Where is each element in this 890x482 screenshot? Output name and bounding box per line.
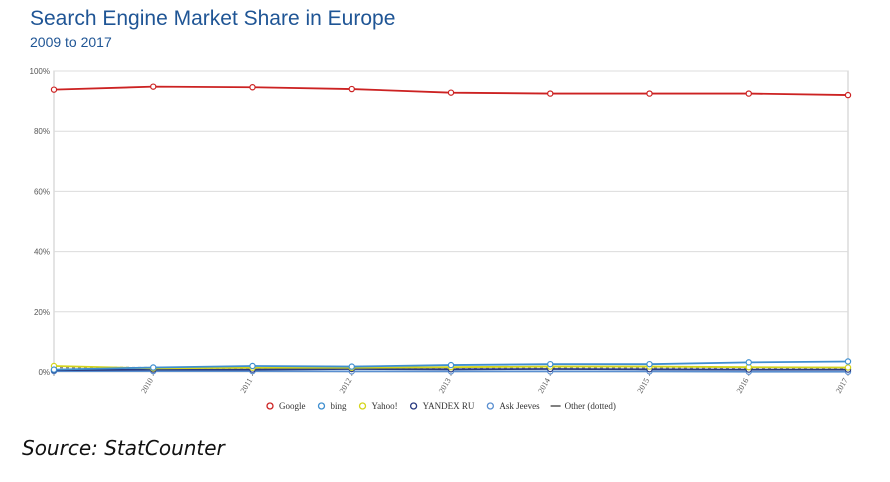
y-tick-label: 40% — [34, 248, 50, 257]
y-tick-label: 0% — [38, 368, 50, 377]
data-point-bing — [348, 363, 355, 370]
data-point-google — [348, 85, 355, 93]
y-tick-label: 20% — [34, 308, 50, 317]
x-tick-label: 2012 — [338, 377, 354, 395]
data-point-bing — [50, 366, 58, 373]
legend-marker-bing — [317, 402, 326, 410]
x-tick-label: 2010 — [139, 377, 155, 395]
data-point-bing — [646, 360, 653, 368]
legend-marker-yandex-ru — [409, 402, 418, 410]
legend-label-bing: bing — [331, 401, 348, 411]
data-point-yahoo — [844, 364, 852, 371]
data-point-bing — [150, 364, 157, 371]
data-point-bing — [844, 358, 852, 365]
legend-label-google: Google — [279, 401, 306, 411]
y-tick-label: 100% — [30, 67, 50, 76]
x-tick-label: 2011 — [239, 377, 255, 395]
legend-label-other-dotted: Other (dotted) — [565, 401, 616, 411]
chart-subtitle: 2009 to 2017 — [30, 34, 112, 50]
legend-marker-ask-jeeves — [486, 402, 495, 410]
data-point-google — [844, 91, 852, 99]
x-tick-label: 2013 — [437, 377, 453, 395]
x-tick-label: 2014 — [536, 377, 552, 395]
legend-label-ask-jeeves: Ask Jeeves — [499, 401, 540, 411]
source-note: Source: StatCounter — [22, 436, 225, 460]
legend-marker-google — [266, 402, 274, 410]
x-tick-label: 2017 — [834, 377, 850, 395]
data-point-google — [745, 90, 752, 97]
data-point-google — [447, 89, 455, 96]
legend-marker-yahoo — [358, 402, 367, 410]
data-point-bing — [447, 361, 455, 369]
data-point-bing — [547, 360, 554, 368]
plot-area — [53, 70, 849, 373]
data-point-google — [249, 84, 256, 91]
data-point-bing — [745, 359, 752, 366]
y-tick-label: 60% — [34, 187, 50, 196]
data-point-google — [150, 83, 157, 90]
x-tick-label: 2016 — [735, 377, 751, 395]
chart-title: Search Engine Market Share in Europe — [30, 7, 396, 30]
data-point-google — [646, 90, 653, 97]
legend-label-yandex-ru: YANDEX RU — [423, 401, 475, 411]
data-point-google — [547, 90, 554, 97]
data-point-google — [50, 86, 58, 93]
x-tick-label: 2015 — [635, 377, 651, 395]
legend-label-yahoo: Yahoo! — [372, 401, 398, 411]
y-tick-label: 80% — [34, 127, 50, 136]
data-point-bing — [249, 362, 256, 370]
